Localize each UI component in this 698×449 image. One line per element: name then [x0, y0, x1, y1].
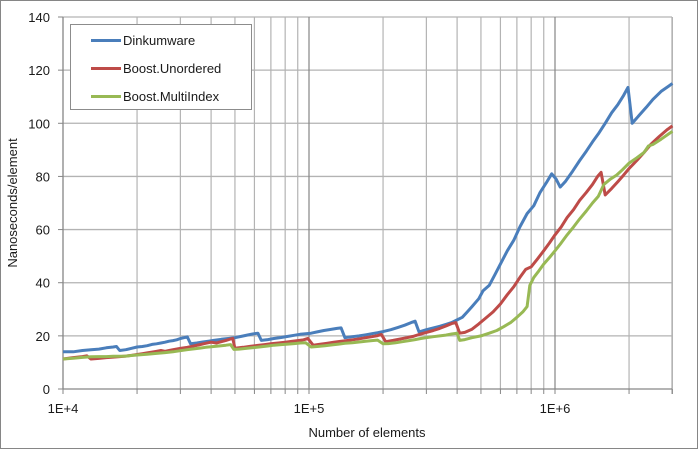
legend-label: Dinkumware	[123, 32, 196, 48]
y-tick-label: 60	[36, 223, 50, 238]
chart-legend: Dinkumware Boost.Unordered Boost.MultiIn…	[70, 24, 252, 110]
legend-item-dinkumware: Dinkumware	[91, 32, 195, 48]
legend-item-boost-multiindex: Boost.MultiIndex	[91, 88, 219, 104]
x-axis-title: Number of elements	[308, 425, 426, 440]
x-axis-tick-labels: 1E+4 1E+5 1E+6	[48, 401, 571, 416]
y-tick-label: 140	[28, 10, 50, 25]
y-tick-label: 120	[28, 63, 50, 78]
legend-item-boost-unordered: Boost.Unordered	[91, 60, 221, 76]
y-tick-label: 40	[36, 276, 50, 291]
legend-label: Boost.MultiIndex	[123, 88, 220, 104]
legend-label: Boost.Unordered	[123, 60, 222, 76]
legend-swatch-icon	[91, 38, 121, 42]
y-tick-label: 80	[36, 169, 50, 184]
y-tick-label: 20	[36, 329, 50, 344]
x-tick-label: 1E+6	[540, 401, 571, 416]
legend-swatch-icon	[91, 94, 121, 98]
series-line-boost-multiindex	[62, 130, 674, 361]
legend-swatch-icon	[91, 66, 121, 70]
x-tick-label: 1E+4	[48, 401, 79, 416]
series-line-dinkumware	[63, 82, 674, 354]
data-series	[62, 82, 674, 361]
y-axis-title: Nanoseconds/element	[5, 138, 20, 268]
y-axis-tick-labels: 0 20 40 60 80 100 120 140	[28, 10, 50, 397]
x-tick-label: 1E+5	[294, 401, 325, 416]
y-tick-label: 0	[43, 382, 50, 397]
axes	[58, 16, 673, 394]
y-tick-label: 100	[28, 116, 50, 131]
